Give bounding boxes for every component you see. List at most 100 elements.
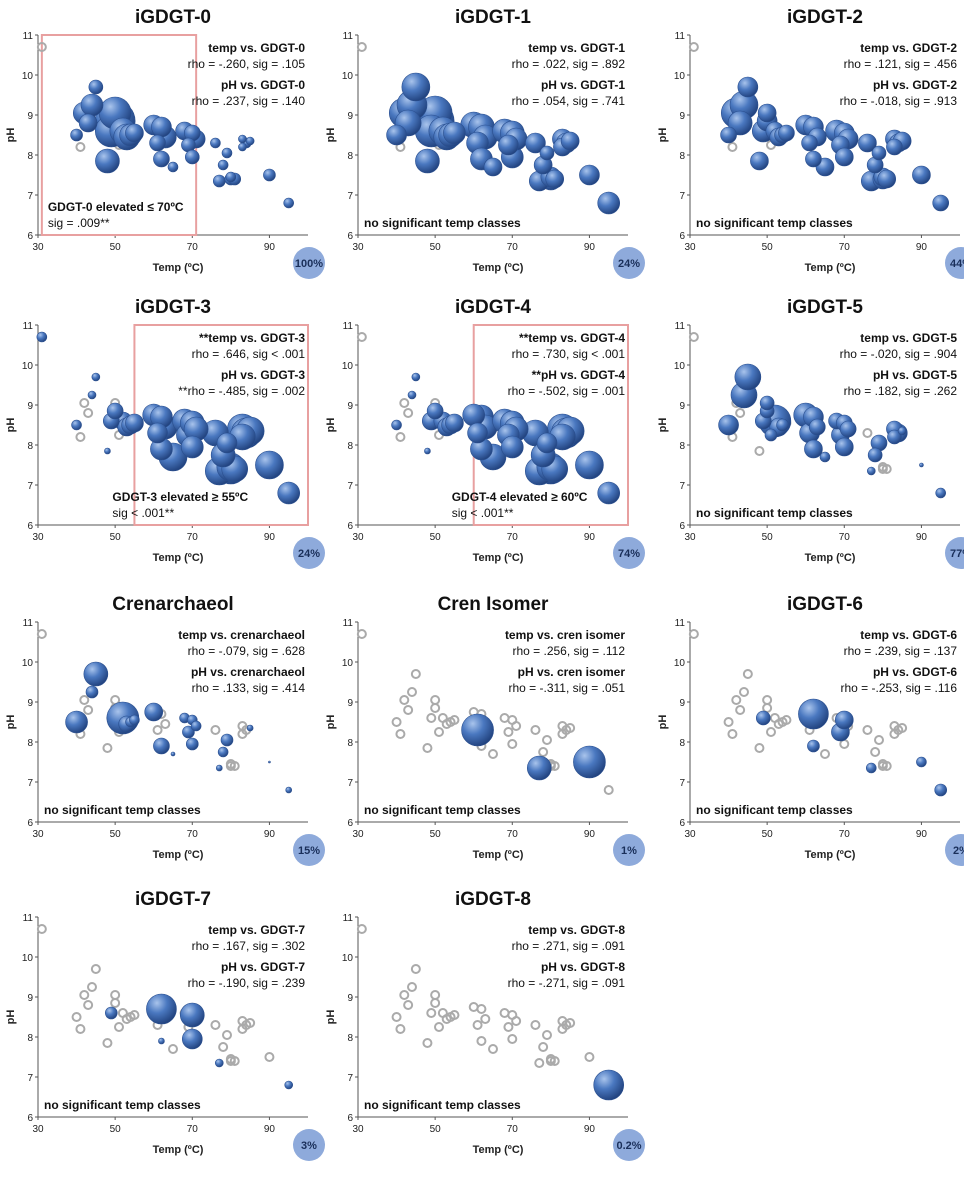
y-tick-label: 8 [27, 441, 33, 452]
note-text: no significant temp classes [696, 803, 853, 817]
bubble-point [935, 487, 947, 499]
stat-values: rho = .167, sig = .302 [192, 939, 306, 953]
stat-title: pH vs. GDGT-2 [873, 78, 957, 92]
hollow-point [75, 142, 86, 152]
stat-values: rho = .646, sig < .001 [192, 347, 306, 361]
stat-title: pH vs. GDGT-7 [221, 960, 305, 974]
hollow-point [114, 1022, 124, 1032]
y-axis-label: pH [5, 128, 17, 143]
hollow-point [565, 723, 576, 733]
stat-values: rho = .022, sig = .892 [512, 57, 626, 71]
bubble-point [415, 148, 440, 174]
x-axis-label: Temp (ºC) [153, 1144, 204, 1156]
note-text: no significant temp classes [44, 1098, 201, 1112]
hollow-point [538, 747, 549, 757]
hollow-point [422, 743, 433, 753]
stat-values: rho = -.311, sig = .051 [508, 681, 625, 695]
y-tick-label: 9 [27, 401, 33, 412]
y-tick-label: 10 [22, 71, 34, 82]
hollow-point [83, 408, 94, 418]
note-text: no significant temp classes [44, 803, 201, 817]
bubble-point [144, 702, 164, 722]
hollow-point [434, 1022, 444, 1032]
y-tick-label: 7 [27, 778, 33, 789]
bubble-point [238, 134, 247, 144]
note-text: sig < .001** [452, 506, 514, 520]
bubble-point [153, 737, 170, 755]
percentage-badge [945, 537, 964, 569]
percentage-badge-label: 77% [950, 548, 964, 560]
bubble-point [819, 451, 831, 463]
hollow-point [754, 743, 765, 753]
y-tick-label: 8 [27, 738, 33, 749]
panel-title: iGDGT-3 [135, 297, 211, 318]
y-tick-label: 7 [679, 191, 685, 202]
bubble-point [407, 390, 417, 400]
panel-title: iGDGT-8 [455, 889, 531, 910]
bubble-point [217, 159, 229, 171]
panel-title: Crenarchaeol [112, 594, 233, 615]
hollow-point [511, 1016, 522, 1026]
y-tick-label: 9 [679, 698, 685, 709]
y-tick-label: 7 [27, 191, 33, 202]
bubble-point [483, 157, 503, 177]
y-tick-label: 11 [23, 618, 34, 629]
hollow-point [565, 1018, 576, 1028]
hollow-point [110, 990, 121, 1000]
hollow-point [739, 687, 749, 697]
bubble-point [85, 685, 99, 699]
hollow-point [395, 729, 406, 739]
y-tick-label: 8 [27, 151, 33, 162]
note-text: sig < .001** [112, 506, 174, 520]
y-tick-label: 6 [679, 818, 685, 829]
hollow-point [391, 717, 402, 727]
stat-values: rho = .256, sig = .112 [512, 644, 625, 658]
bubble-point [285, 786, 293, 794]
percentage-badge [613, 1129, 645, 1161]
x-tick-label: 90 [916, 532, 928, 543]
hollow-point [356, 332, 367, 342]
note-text: no significant temp classes [364, 216, 521, 230]
bubble-point [424, 447, 431, 455]
y-axis-label: pH [5, 1010, 17, 1025]
stat-title: temp vs. GDGT-6 [860, 628, 957, 642]
hollow-point [79, 398, 90, 408]
hollow-point [874, 735, 884, 745]
panel-11: iGDGT-8 6 7 8 9 10 11 30 50 70 90 pH Temp (ºC) temp v… [325, 889, 645, 1161]
x-tick-label: 70 [507, 829, 519, 840]
stat-values: rho = -.020, sig = .904 [840, 347, 958, 361]
y-tick-label: 6 [27, 818, 33, 829]
y-tick-label: 7 [679, 778, 685, 789]
hollow-point [407, 982, 417, 992]
hollow-point [862, 725, 873, 735]
hollow-point [430, 990, 441, 1000]
bubble-point [461, 713, 494, 747]
stat-title: temp vs. GDGT-0 [208, 41, 305, 55]
x-tick-label: 50 [430, 242, 442, 253]
hollow-point [862, 428, 873, 438]
hollow-point [727, 142, 738, 152]
x-tick-label: 30 [32, 829, 44, 840]
y-tick-label: 10 [22, 953, 34, 964]
y-tick-label: 7 [347, 481, 353, 492]
hollow-point [762, 695, 773, 705]
y-tick-label: 11 [23, 321, 34, 332]
stat-title: temp vs. GDGT-5 [860, 331, 957, 345]
hollow-point [395, 1024, 406, 1034]
y-tick-label: 10 [342, 361, 354, 372]
hollow-point [534, 1058, 545, 1068]
bubble-point [804, 439, 823, 459]
hollow-point [434, 727, 444, 737]
stat-values: **rho = -.485, sig = .002 [178, 384, 305, 398]
note-text: no significant temp classes [364, 1098, 521, 1112]
panel-9: iGDGT-6 6 7 8 9 10 11 30 50 70 90 pH Temp (ºC) temp v… [657, 594, 964, 866]
percentage-badge [293, 537, 325, 569]
note-text: no significant temp classes [696, 506, 853, 520]
y-tick-label: 9 [347, 401, 353, 412]
x-tick-label: 50 [110, 532, 122, 543]
hollow-point [36, 924, 47, 934]
hollow-point [542, 1030, 552, 1040]
bubble-point [217, 746, 229, 758]
bubble-point [834, 147, 854, 167]
x-tick-label: 70 [839, 242, 851, 253]
